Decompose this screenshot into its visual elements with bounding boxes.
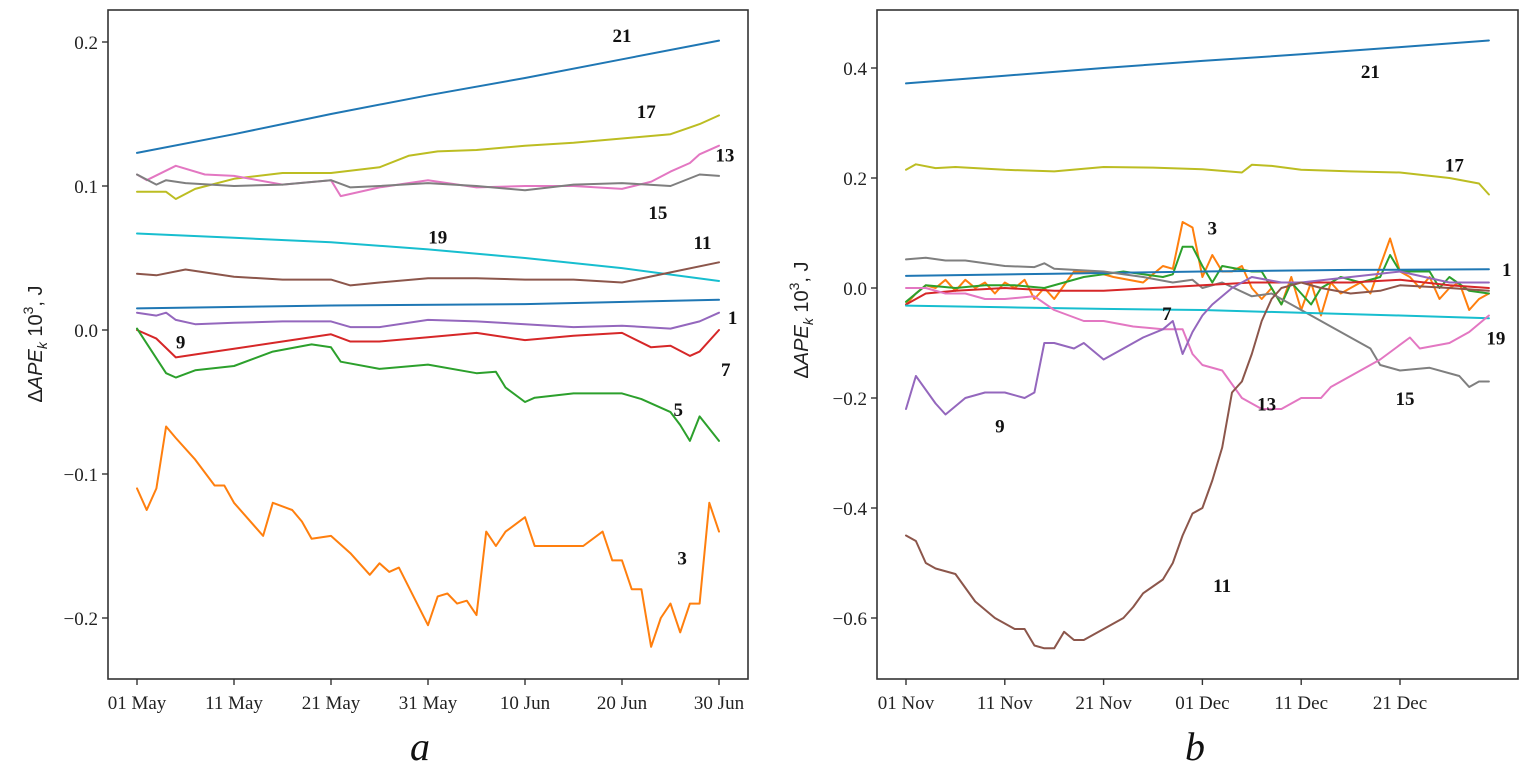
series-labels-b: 21 17 3 1 15 7 19 13 9 11 xyxy=(995,62,1511,597)
series-label-3: 3 xyxy=(677,549,687,570)
series-line-5 xyxy=(136,327,720,442)
plot-frame-b xyxy=(876,9,1519,680)
y-tick-label: 0.1 xyxy=(74,177,98,198)
series-line-19 xyxy=(905,304,1490,320)
x-tick-label: 30 Jun xyxy=(694,693,745,714)
x-tick-label: 31 May xyxy=(399,693,458,714)
y-tick-label: −0.4 xyxy=(833,499,868,520)
series-line-11 xyxy=(136,261,720,287)
y-tick-label: 0.0 xyxy=(74,321,98,342)
series-line-15 xyxy=(905,256,1490,388)
series-lines-a xyxy=(136,39,720,648)
series-line-1 xyxy=(136,298,720,310)
series-label-19: 19 xyxy=(428,227,447,248)
series-label-13: 13 xyxy=(715,145,734,166)
series-label-5: 5 xyxy=(674,400,684,421)
series-label-21: 21 xyxy=(613,26,632,47)
series-label-21: 21 xyxy=(1361,62,1380,83)
panel-letter-b: b xyxy=(1185,724,1205,768)
series-label-7: 7 xyxy=(721,360,731,381)
panel-a: 0.2 0.1 0.0 −0.1 −0.2 01 May 11 May 21 May 31 M… xyxy=(20,9,749,768)
series-label-15: 15 xyxy=(648,203,667,224)
series-line-1 xyxy=(905,268,1490,277)
series-line-5 xyxy=(905,245,1490,306)
series-label-11: 11 xyxy=(694,233,712,254)
series-line-11 xyxy=(905,281,1490,650)
x-tick-label: 01 May xyxy=(108,693,167,714)
series-line-7 xyxy=(136,329,720,359)
x-tick-label: 11 Nov xyxy=(977,693,1033,714)
y-tick-label: 0.4 xyxy=(843,59,867,80)
series-label-15: 15 xyxy=(1395,389,1414,410)
y-tick-label: −0.6 xyxy=(833,609,867,630)
y-axis-b: 0.4 0.2 0.0 −0.2 −0.4 −0.6 xyxy=(833,59,877,630)
series-label-9: 9 xyxy=(176,333,186,354)
series-line-7 xyxy=(905,278,1490,306)
series-label-13: 13 xyxy=(1257,395,1276,416)
panel-letter-a: a xyxy=(410,724,430,768)
y-tick-label: −0.1 xyxy=(64,465,98,486)
series-line-9 xyxy=(136,311,720,330)
y-tick-label: −0.2 xyxy=(833,389,867,410)
y-axis-a: 0.2 0.1 0.0 −0.1 −0.2 xyxy=(64,33,108,630)
series-label-1: 1 xyxy=(728,308,738,329)
series-line-17 xyxy=(136,114,720,200)
y-tick-label: −0.2 xyxy=(64,609,98,630)
x-axis-a: 01 May 11 May 21 May 31 May 10 Jun 20 Jun 30 J… xyxy=(108,679,745,714)
x-tick-label: 10 Jun xyxy=(500,693,551,714)
series-lines-b xyxy=(905,39,1490,650)
y-tick-label: 0.0 xyxy=(843,279,867,300)
series-label-17: 17 xyxy=(1445,155,1465,176)
series-label-17: 17 xyxy=(637,102,657,123)
panel-b: 0.4 0.2 0.0 −0.2 −0.4 −0.6 01 Nov 11 Nov 21 Nov… xyxy=(786,9,1519,768)
y-axis-title-a: ΔAPEk 103, J xyxy=(20,285,50,402)
series-label-3: 3 xyxy=(1208,219,1218,240)
x-axis-b: 01 Nov 11 Nov 21 Nov 01 Dec 11 Dec 21 Dec xyxy=(878,679,1427,714)
series-line-15 xyxy=(136,173,720,192)
series-label-19: 19 xyxy=(1486,329,1505,350)
series-line-17 xyxy=(905,163,1490,196)
series-label-7: 7 xyxy=(1162,304,1172,325)
series-line-9 xyxy=(905,270,1490,416)
series-line-21 xyxy=(905,39,1490,85)
x-tick-label: 11 May xyxy=(205,693,263,714)
series-line-13 xyxy=(905,287,1490,410)
series-line-19 xyxy=(136,232,720,282)
x-tick-label: 21 May xyxy=(302,693,361,714)
x-tick-label: 21 Dec xyxy=(1373,693,1427,714)
x-tick-label: 01 Nov xyxy=(878,693,935,714)
x-tick-label: 11 Dec xyxy=(1274,693,1328,714)
series-label-1: 1 xyxy=(1502,260,1512,281)
y-tick-label: 0.2 xyxy=(843,169,867,190)
x-tick-label: 01 Dec xyxy=(1175,693,1229,714)
series-label-11: 11 xyxy=(1213,576,1231,597)
y-axis-title-b: ΔAPEk 103, J xyxy=(786,261,816,378)
series-label-9: 9 xyxy=(995,417,1005,438)
series-line-13 xyxy=(136,144,720,198)
series-line-3 xyxy=(136,425,720,648)
x-tick-label: 21 Nov xyxy=(1075,693,1132,714)
y-tick-label: 0.2 xyxy=(74,33,98,54)
series-line-21 xyxy=(136,39,720,154)
x-tick-label: 20 Jun xyxy=(597,693,648,714)
